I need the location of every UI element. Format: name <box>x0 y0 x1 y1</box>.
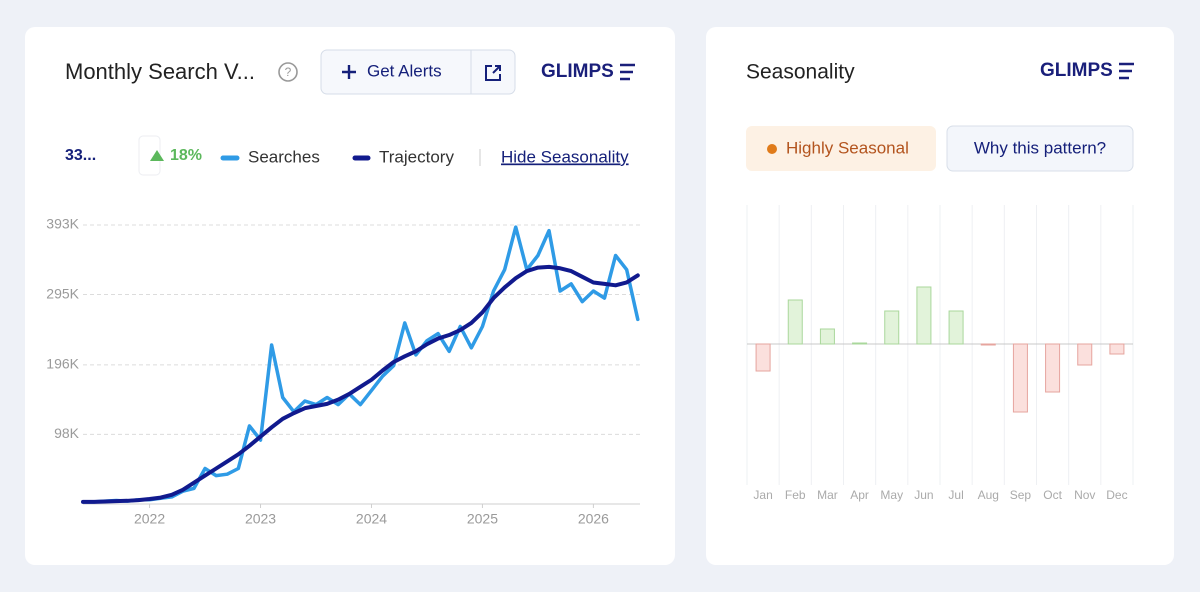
x-tick-label: 2025 <box>467 511 498 527</box>
season-bar <box>819 328 835 345</box>
x-tick-label: Mar <box>817 488 838 502</box>
x-tick-label: Feb <box>785 488 806 502</box>
season-bar <box>1077 343 1093 366</box>
card-title: Seasonality <box>746 61 855 84</box>
pattern-button-label: Why this pattern? <box>974 138 1106 157</box>
help-icon-glyph: ? <box>285 65 292 79</box>
alerts-button[interactable]: Get Alerts <box>342 61 442 80</box>
badge-dot <box>767 144 777 154</box>
y-tick-label: 295K <box>46 285 79 301</box>
growth-change: 18% <box>170 147 202 164</box>
x-tick-label: Jan <box>753 488 772 502</box>
x-tick-label: Aug <box>978 488 999 502</box>
y-tick-label: 98K <box>54 425 80 441</box>
badge-label: Highly Seasonal <box>786 138 909 157</box>
seasonal-badge <box>746 126 936 171</box>
x-tick-label: Oct <box>1043 488 1062 502</box>
season-bar <box>852 342 868 345</box>
toggle-link[interactable]: Hide Seasonality <box>501 147 629 166</box>
external-link-button[interactable] <box>485 65 501 81</box>
x-tick-label: Nov <box>1074 488 1095 502</box>
x-tick-label: 2024 <box>356 511 387 527</box>
search-card <box>25 27 675 565</box>
x-tick-label: Sep <box>1010 488 1032 502</box>
alerts-label: Get Alerts <box>367 61 442 80</box>
season-bar <box>787 299 803 345</box>
x-tick-label: Apr <box>850 488 869 502</box>
card-title: Monthly Search V... <box>65 59 255 84</box>
x-tick-label: 2022 <box>134 511 165 527</box>
brand-mark <box>620 63 635 81</box>
x-tick-label: Jul <box>948 488 963 502</box>
season-bar <box>884 310 900 345</box>
trajectory-line <box>81 264 640 504</box>
help-icon[interactable] <box>278 62 298 82</box>
season-bar <box>1012 343 1028 413</box>
season-bar <box>980 343 996 346</box>
pattern-button[interactable] <box>946 125 1134 172</box>
brand-logo: GLIMPS <box>541 61 614 82</box>
legend-label: Searches <box>248 147 320 166</box>
x-tick-label: Dec <box>1106 488 1127 502</box>
brand-mark <box>1119 62 1134 80</box>
season-bar <box>1109 343 1125 355</box>
x-tick-label: 2023 <box>245 511 276 527</box>
y-tick-label: 393K <box>46 216 79 232</box>
x-tick-label: May <box>880 488 903 502</box>
season-bar <box>1045 343 1061 393</box>
plus-icon <box>342 65 356 79</box>
legend-label: Trajectory <box>379 147 454 166</box>
brand-logo: GLIMPS <box>1040 60 1113 81</box>
alerts-group <box>320 49 516 95</box>
season-bar <box>755 343 771 372</box>
x-tick-label: Jun <box>914 488 933 502</box>
y-tick-label: 196K <box>46 356 79 372</box>
up-arrow <box>150 150 164 161</box>
season-bar <box>948 310 964 345</box>
x-tick-label: 2026 <box>578 511 609 527</box>
season-bar <box>916 286 932 345</box>
external-link-icon <box>485 65 501 81</box>
search-volume: 33... <box>65 147 96 164</box>
